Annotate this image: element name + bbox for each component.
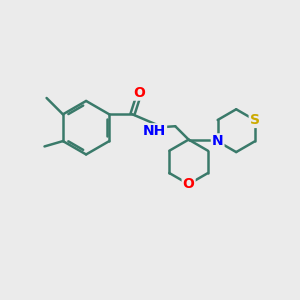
- Text: NH: NH: [143, 124, 166, 138]
- Text: O: O: [183, 177, 195, 191]
- Text: S: S: [250, 113, 260, 127]
- Text: N: N: [212, 134, 224, 148]
- Text: O: O: [133, 85, 145, 100]
